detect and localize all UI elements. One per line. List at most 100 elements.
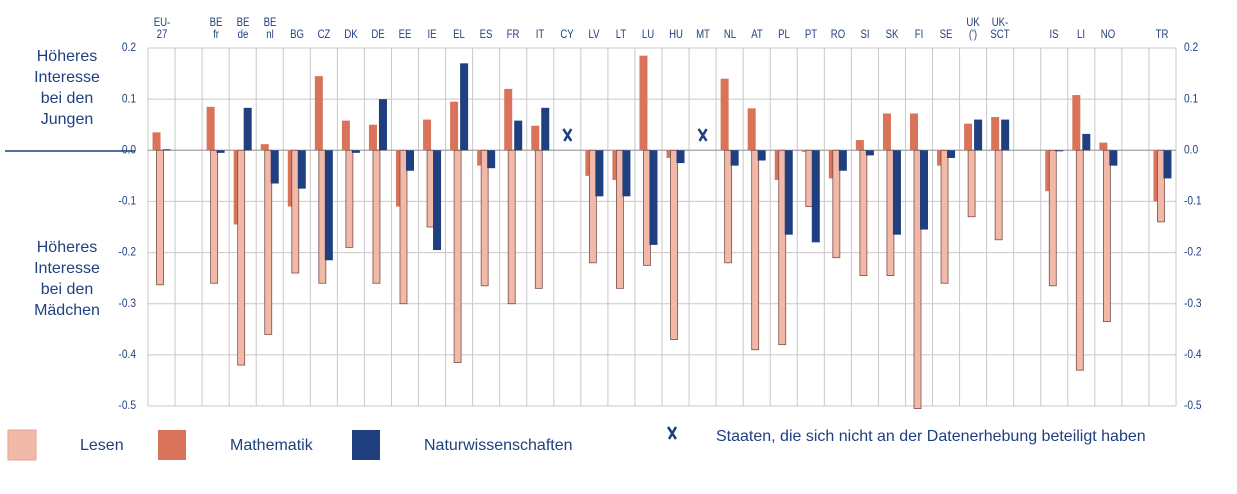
y-tick-label: 0.2 <box>122 41 136 54</box>
x-tick-label: ES <box>479 27 493 41</box>
bar <box>210 149 219 284</box>
x-tick-label: MT <box>695 27 710 41</box>
x-tick-label: IE <box>427 27 437 41</box>
x-tick-label: UK (') <box>966 15 980 41</box>
y2-tick-label: -0.4 <box>1184 348 1202 361</box>
bar <box>588 149 597 264</box>
bar <box>811 150 820 243</box>
bar <box>324 150 333 261</box>
bar <box>264 149 273 335</box>
x-tick-label: EE <box>398 27 412 41</box>
bar <box>260 144 269 151</box>
bar <box>399 149 408 305</box>
x-tick-label: NO <box>1101 27 1116 41</box>
y-tick-label: -0.2 <box>118 246 136 259</box>
bar <box>724 149 733 264</box>
x-tick-label: EU- 27 <box>153 15 170 41</box>
bar <box>778 149 787 346</box>
x-tick-label: RO <box>830 27 846 41</box>
bar <box>838 150 847 171</box>
bar <box>1099 142 1108 151</box>
bar <box>450 101 459 151</box>
bar <box>297 150 306 189</box>
bar <box>940 149 949 284</box>
bar <box>372 149 381 284</box>
legend-swatch <box>7 429 37 461</box>
bar <box>351 150 360 153</box>
x-tick-label: FI <box>914 27 924 41</box>
x-tick-label: LT <box>616 27 627 41</box>
bar <box>991 117 1000 151</box>
x-tick-label: CZ <box>317 27 331 41</box>
y-tick-label: 0.0 <box>122 144 136 157</box>
y2-tick-label: 0.0 <box>1184 144 1198 157</box>
x-tick-label: SK <box>885 27 899 41</box>
bar <box>534 149 543 289</box>
y2-tick-label: 0.1 <box>1184 93 1198 106</box>
legend-swatch <box>158 430 186 460</box>
not-participating-mark <box>666 426 678 440</box>
bar <box>747 108 756 151</box>
bar <box>345 149 354 248</box>
y2-tick-label: -0.3 <box>1184 297 1202 310</box>
legend-label: Mathematik <box>230 437 313 454</box>
bar <box>784 150 793 235</box>
bar <box>967 149 976 218</box>
x-tick-label: IT <box>535 27 545 41</box>
bar <box>1082 133 1091 151</box>
y-tick-label: 0.1 <box>122 93 136 106</box>
bar <box>920 150 928 230</box>
bar <box>426 149 435 228</box>
x-tick-label: BE de <box>236 15 250 41</box>
x-tick-label: PT <box>804 27 817 41</box>
bar <box>237 149 246 366</box>
bar <box>206 106 215 151</box>
not-participating-mark <box>697 128 708 142</box>
bar <box>1102 149 1111 323</box>
x-tick-label: SI <box>860 27 870 41</box>
bar <box>805 149 814 207</box>
bar <box>487 150 496 169</box>
x-tick-label: BE fr <box>209 15 223 41</box>
bar <box>243 107 252 151</box>
bar <box>270 150 279 184</box>
not-participating-mark <box>562 128 573 142</box>
x-tick-label: BE nl <box>263 15 277 41</box>
x-tick-label: LI <box>1077 27 1086 41</box>
legend-label: Lesen <box>80 437 124 454</box>
bar <box>152 132 161 151</box>
bar <box>541 107 550 151</box>
x-tick-label: IS <box>1049 27 1059 41</box>
bar <box>453 149 462 363</box>
bar <box>423 119 432 151</box>
x-tick-label: LV <box>588 27 600 41</box>
x-tick-label: LU <box>642 27 655 41</box>
bar <box>504 88 513 151</box>
bar <box>832 149 841 259</box>
bar <box>882 113 891 151</box>
bar <box>514 120 523 151</box>
bar <box>318 149 327 284</box>
bar <box>1157 149 1165 223</box>
bar <box>616 149 624 289</box>
bar <box>1163 150 1172 179</box>
x-tick-label: FR <box>506 27 520 41</box>
bar <box>622 150 631 197</box>
bar <box>947 150 956 158</box>
bar <box>974 119 983 151</box>
bar <box>595 150 604 197</box>
bar <box>1075 149 1084 371</box>
bar <box>1072 95 1081 151</box>
bar <box>730 150 739 166</box>
bar <box>855 140 864 151</box>
bar <box>720 78 729 151</box>
x-tick-label: EL <box>453 27 465 41</box>
bar <box>910 113 918 151</box>
x-tick-label: HU <box>668 27 683 41</box>
bar <box>751 149 760 351</box>
bar <box>291 149 300 274</box>
legend-note: Staaten, die sich nicht an der Datenerhe… <box>716 428 1146 445</box>
bar <box>531 125 540 151</box>
